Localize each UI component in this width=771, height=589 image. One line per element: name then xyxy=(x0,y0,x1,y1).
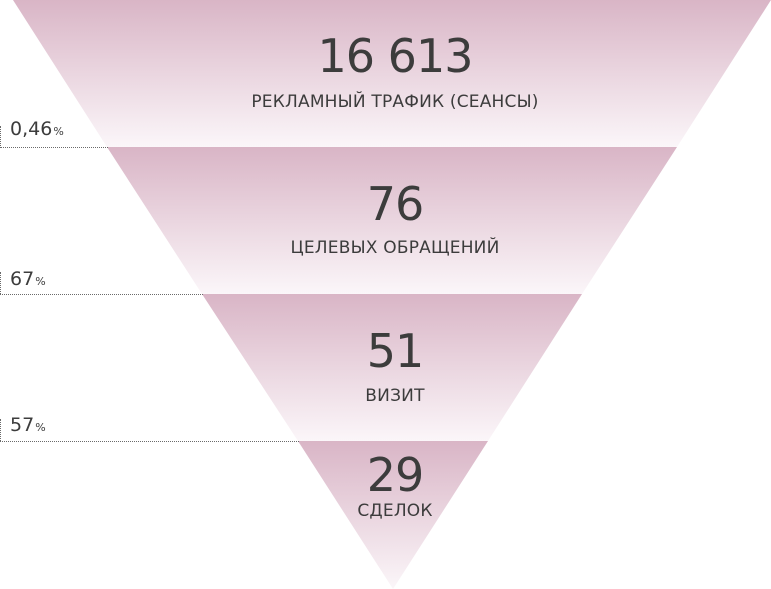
conversion-rate-1-unit: % xyxy=(53,125,64,138)
conversion-rate-2-unit: % xyxy=(35,275,46,288)
conversion-rate-2-value: 67 xyxy=(10,268,35,290)
funnel-stage-3-band xyxy=(202,294,582,441)
conversion-rate-3-value: 57 xyxy=(10,414,35,436)
conversion-rate-3: 57% xyxy=(10,416,46,435)
conversion-rate-2: 67% xyxy=(10,270,46,289)
stage-4-value: 29 xyxy=(366,448,425,502)
conversion-rate-2-tick xyxy=(0,272,1,294)
conversion-rate-1-tick xyxy=(0,126,1,148)
stage-2-label: ЦЕЛЕВЫХ ОБРАЩЕНИЙ xyxy=(290,238,500,258)
stage-4-label: СДЕЛОК xyxy=(357,501,433,521)
stage-2-value: 76 xyxy=(366,177,425,231)
funnel-stage-4-band xyxy=(298,441,488,589)
stage-1-label: РЕКЛАМНЫЙ ТРАФИК (СЕАНСЫ) xyxy=(251,92,539,112)
conversion-rate-1-line xyxy=(0,147,108,148)
funnel-stage-2-band xyxy=(107,147,677,294)
conversion-rate-3-tick xyxy=(0,419,1,441)
funnel-stage-1-band xyxy=(13,0,771,147)
conversion-rate-3-line xyxy=(0,441,299,442)
conversion-rate-1: 0,46% xyxy=(10,120,64,139)
stage-3-label: ВИЗИТ xyxy=(365,386,425,406)
stage-1-value: 16 613 xyxy=(317,29,474,83)
stage-3-value: 51 xyxy=(366,324,425,378)
conversion-rate-2-line xyxy=(0,294,203,295)
conversion-rate-1-value: 0,46 xyxy=(10,118,53,140)
conversion-rate-3-unit: % xyxy=(35,421,46,434)
